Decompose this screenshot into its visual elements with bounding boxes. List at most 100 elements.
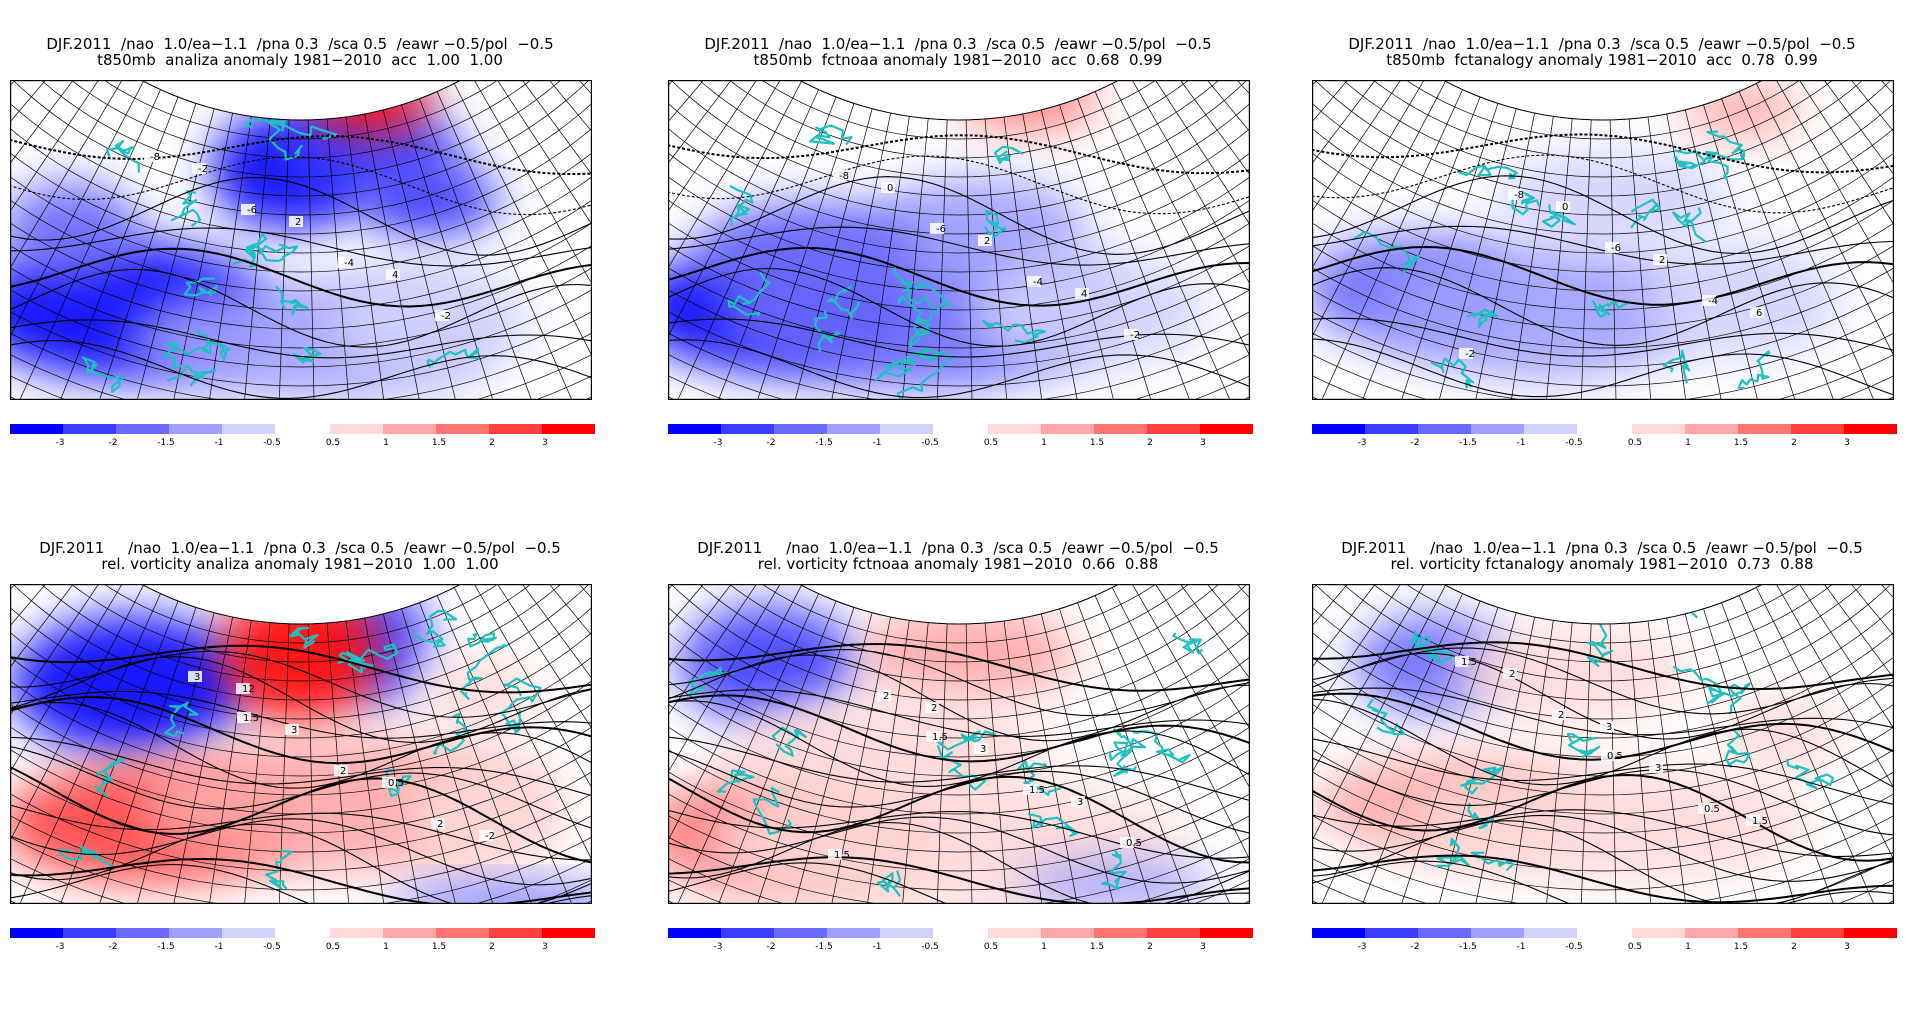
colorbar-swatch	[1685, 424, 1738, 434]
contour-label: 1.5	[1752, 816, 1768, 827]
colorbar-tick-label: -1.5	[815, 942, 833, 952]
colorbar-swatch	[880, 424, 933, 434]
contour-label-bg	[236, 683, 250, 694]
contour-lines	[668, 134, 1250, 399]
panel-vort-fctnoaa: DJF.2011 /nao 1.0/ea−1.1 /pna 0.3 /sca 0…	[658, 540, 1258, 1010]
colorbar-swatch	[330, 928, 383, 938]
panel-t850-fctnoaa: DJF.2011 /nao 1.0/ea−1.1 /pna 0.3 /sca 0…	[658, 36, 1258, 506]
colorbar-swatch	[827, 424, 880, 434]
contour-label: 3	[980, 744, 986, 755]
colorbar-tick-label: 2	[1147, 438, 1153, 448]
colorbar-tick-label: 1	[1041, 438, 1047, 448]
coastlines	[57, 609, 542, 890]
map-svg: 0.5 0.5 1.5 2 3 1.5 2 3	[1312, 584, 1894, 904]
colorbar-tick-label: 2	[489, 438, 495, 448]
contour-label: 1.5	[932, 732, 948, 743]
contour-label-bg	[188, 671, 202, 682]
contour-label: -2	[441, 311, 451, 322]
coastlines	[727, 124, 1046, 400]
colorbar-swatch	[1200, 424, 1253, 434]
map-vort-fctnoaa: 1.5 1.5 0.5 2 3 3 1.5 2	[668, 584, 1250, 904]
colorbar-tick-label: 2	[1791, 942, 1797, 952]
map-vort-fctanalogy: 0.5 0.5 1.5 2 3 1.5 2 3	[1312, 584, 1894, 904]
colorbar-tick-label: -0.5	[1565, 942, 1583, 952]
contour-label-bg	[1750, 307, 1764, 318]
shaded-anomaly: -8 -6 -4 -2 0 2 4	[668, 80, 1250, 400]
colorbar-tick-label: 0.5	[325, 438, 341, 448]
contour-label: -2	[1465, 349, 1475, 360]
colorbar-tick-label: -1.5	[157, 438, 175, 448]
shaded-anomaly: -8 -6 -4 -2 -2 2 4	[10, 80, 592, 400]
contour-label-bg	[1459, 348, 1473, 359]
contour-label: 1.5	[834, 850, 850, 861]
colorbar-tick-label: -2	[766, 942, 776, 952]
colorbar-tick-label: 3	[1844, 942, 1850, 952]
colorbar-swatch	[436, 424, 489, 434]
colorbar-tick-label: -0.5	[263, 942, 281, 952]
contour-label-bg	[192, 163, 206, 174]
projection-outline	[1441, 584, 1765, 625]
colorbar-tick-label: -1.5	[157, 942, 175, 952]
colorbar-swatch	[1632, 424, 1685, 434]
contour-label: 3	[291, 725, 297, 736]
colorbar-swatch	[116, 424, 169, 434]
colorbar-swatch	[668, 424, 721, 434]
contour-label-bg	[1605, 242, 1619, 253]
contour-lines	[1312, 133, 1894, 400]
colorbar-swatch	[383, 424, 436, 434]
contour-label: 2	[340, 766, 346, 777]
colorbar-tick-label: 2	[1791, 438, 1797, 448]
colorbar-swatch	[169, 424, 222, 434]
colorbar-swatch	[1524, 424, 1577, 434]
colorbar-tick-label: 0.5	[325, 942, 341, 952]
contour-label: 4	[392, 270, 398, 281]
contour-label-bg	[833, 170, 847, 181]
contour-label-bg	[926, 731, 940, 742]
colorbar-swatch	[1041, 424, 1094, 434]
contour-label-bg	[431, 818, 445, 829]
contour-label: 3	[194, 672, 200, 683]
contour-label-bg	[241, 204, 255, 215]
contour-label: -4	[344, 258, 354, 269]
colorbar-swatch	[222, 928, 275, 938]
contour-label: -6	[1611, 243, 1621, 254]
contour-label-bg	[1649, 762, 1663, 773]
contour-label-bg	[1503, 668, 1517, 679]
colorbar-tick-label: 1	[1685, 438, 1691, 448]
map-svg: 1.5 1.5 0.5 2 3 3 1.5 2	[668, 584, 1250, 904]
contour-lines	[10, 134, 592, 399]
contour-label-bg	[1600, 721, 1614, 732]
shaded-anomaly: 1.5 1.5 0.5 2 3 3 1.5 2	[668, 584, 1250, 904]
colorbar-swatch	[63, 928, 116, 938]
map-svg: -8 -6 -4 -2 -2 2 4	[10, 80, 592, 400]
contour-label: 2	[883, 691, 889, 702]
colorbar-tick-label: -3	[55, 942, 65, 952]
colorbar-t850-fctanalogy: -3 -2 -1.5 -1 -0.5 0.5 1 1.5 2 3	[1312, 424, 1897, 454]
colorbar-tick-label: -2	[1410, 942, 1420, 952]
panel-vort-fctanalogy: DJF.2011 /nao 1.0/ea−1.1 /pna 0.3 /sca 0…	[1302, 540, 1902, 1010]
projection-outline	[1441, 80, 1765, 121]
contour-label-bg	[237, 712, 251, 723]
contour-label-bg	[1071, 796, 1085, 807]
colorbar-swatch	[1844, 424, 1897, 434]
colorbar-tick-label: 1.5	[1733, 942, 1749, 952]
contour-label-bg	[435, 310, 449, 321]
colorbar-vort-fctnoaa: -3 -2 -1.5 -1 -0.5 0.5 1 1.5 2 3	[668, 928, 1253, 958]
colorbar-tick-label: 3	[542, 942, 548, 952]
contour-label-bg	[1698, 803, 1712, 814]
colorbar-swatch	[489, 928, 542, 938]
panel-t850-analiza: DJF.2011 /nao 1.0/ea−1.1 /pna 0.3 /sca 0…	[0, 36, 600, 506]
colorbar-swatch	[383, 928, 436, 938]
contour-label: -2	[1130, 330, 1140, 341]
colorbar-tick-label: -1	[872, 438, 882, 448]
colorbar-t850-fctnoaa: -3 -2 -1.5 -1 -0.5 0.5 1 1.5 2 3	[668, 424, 1253, 454]
colorbar-swatch	[169, 928, 222, 938]
colorbar-tick-label: -3	[55, 438, 65, 448]
coastlines	[687, 632, 1204, 897]
colorbar-swatch	[330, 424, 383, 434]
colorbar-swatch	[1524, 928, 1577, 938]
shaded-anomaly: 1.5 2 2 3 3 0.5 -2 12	[10, 584, 592, 904]
colorbar-swatch	[988, 928, 1041, 938]
contour-label: -2	[198, 164, 208, 175]
colorbar-swatch	[10, 424, 63, 434]
